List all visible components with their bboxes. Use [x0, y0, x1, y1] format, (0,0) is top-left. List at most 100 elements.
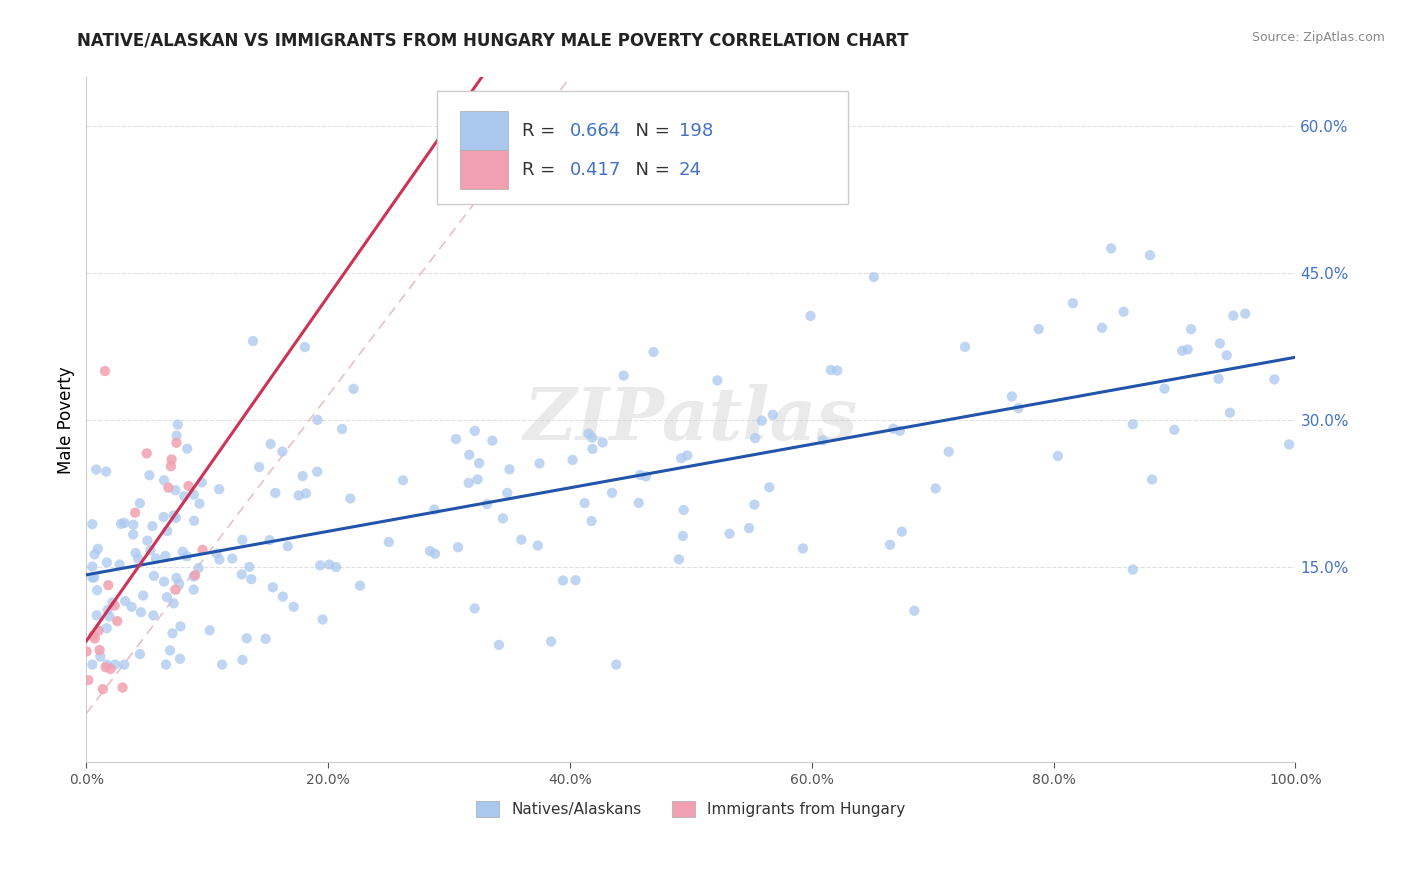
Point — [330, 422, 353, 436]
Point — [498, 462, 520, 476]
Point — [162, 596, 184, 610]
Point — [188, 497, 211, 511]
Point — [141, 519, 163, 533]
Point — [325, 560, 347, 574]
Text: R =: R = — [522, 122, 561, 140]
Point — [259, 533, 281, 548]
Point — [1139, 248, 1161, 262]
Point — [101, 595, 124, 609]
Point — [82, 629, 104, 643]
Point — [145, 551, 167, 566]
Point — [83, 547, 105, 561]
Text: ZIPatlas: ZIPatlas — [524, 384, 858, 456]
Point — [82, 559, 104, 574]
Point — [155, 657, 177, 672]
Point — [264, 486, 287, 500]
Point — [526, 539, 548, 553]
Point — [492, 511, 515, 525]
Point — [643, 345, 665, 359]
Point — [464, 601, 486, 615]
Point — [1007, 401, 1029, 416]
Point — [1028, 322, 1050, 336]
Point — [903, 604, 925, 618]
Point — [166, 417, 188, 432]
Point — [139, 543, 162, 558]
Point — [605, 657, 627, 672]
Point — [1222, 309, 1244, 323]
Point — [159, 643, 181, 657]
Point — [488, 638, 510, 652]
Point — [574, 496, 596, 510]
Point — [132, 589, 155, 603]
Point — [172, 544, 194, 558]
Point — [231, 567, 253, 582]
Point — [419, 544, 441, 558]
Point — [1001, 389, 1024, 403]
Point — [889, 424, 911, 438]
Point — [84, 462, 107, 476]
Point — [475, 497, 498, 511]
Text: R =: R = — [522, 161, 561, 179]
Point — [744, 431, 766, 445]
Point — [1140, 473, 1163, 487]
Point — [758, 480, 780, 494]
Point — [86, 583, 108, 598]
Point — [110, 516, 132, 531]
Point — [169, 619, 191, 633]
Point — [166, 428, 188, 442]
Point — [152, 510, 174, 524]
Point — [231, 653, 253, 667]
Point — [183, 488, 205, 502]
Point — [190, 475, 212, 490]
Point — [153, 574, 176, 589]
Point — [124, 546, 146, 560]
Point — [1163, 423, 1185, 437]
Point — [142, 569, 165, 583]
Point — [510, 533, 533, 547]
Point — [1215, 348, 1237, 362]
FancyBboxPatch shape — [437, 91, 848, 204]
Point — [94, 660, 117, 674]
Point — [882, 422, 904, 436]
Point — [108, 558, 131, 572]
Point — [1122, 563, 1144, 577]
Point — [762, 408, 785, 422]
Point — [86, 608, 108, 623]
Point — [83, 570, 105, 584]
Point — [100, 662, 122, 676]
Point — [76, 644, 98, 658]
Point — [311, 612, 333, 626]
Point — [166, 571, 188, 585]
Point — [162, 626, 184, 640]
Point — [208, 482, 231, 496]
Point — [1208, 372, 1230, 386]
Point — [166, 435, 188, 450]
Point — [176, 549, 198, 564]
Point — [169, 652, 191, 666]
Point — [1099, 242, 1122, 256]
Point — [165, 483, 187, 498]
Point — [127, 551, 149, 566]
Point — [1171, 343, 1194, 358]
Point — [862, 270, 884, 285]
Point — [242, 334, 264, 348]
Point — [96, 556, 118, 570]
Point — [581, 431, 603, 445]
Point — [191, 542, 214, 557]
Point — [339, 491, 361, 506]
Point — [1180, 322, 1202, 336]
Point — [87, 541, 110, 556]
Point — [240, 572, 263, 586]
Point — [156, 524, 179, 538]
Point — [307, 413, 329, 427]
Point — [183, 582, 205, 597]
Point — [481, 434, 503, 448]
Point — [561, 453, 583, 467]
Text: 0.664: 0.664 — [569, 122, 621, 140]
Point — [1091, 320, 1114, 334]
Point — [751, 414, 773, 428]
Point — [98, 609, 121, 624]
Point — [581, 442, 603, 456]
Point — [111, 681, 134, 695]
Point — [551, 574, 574, 588]
